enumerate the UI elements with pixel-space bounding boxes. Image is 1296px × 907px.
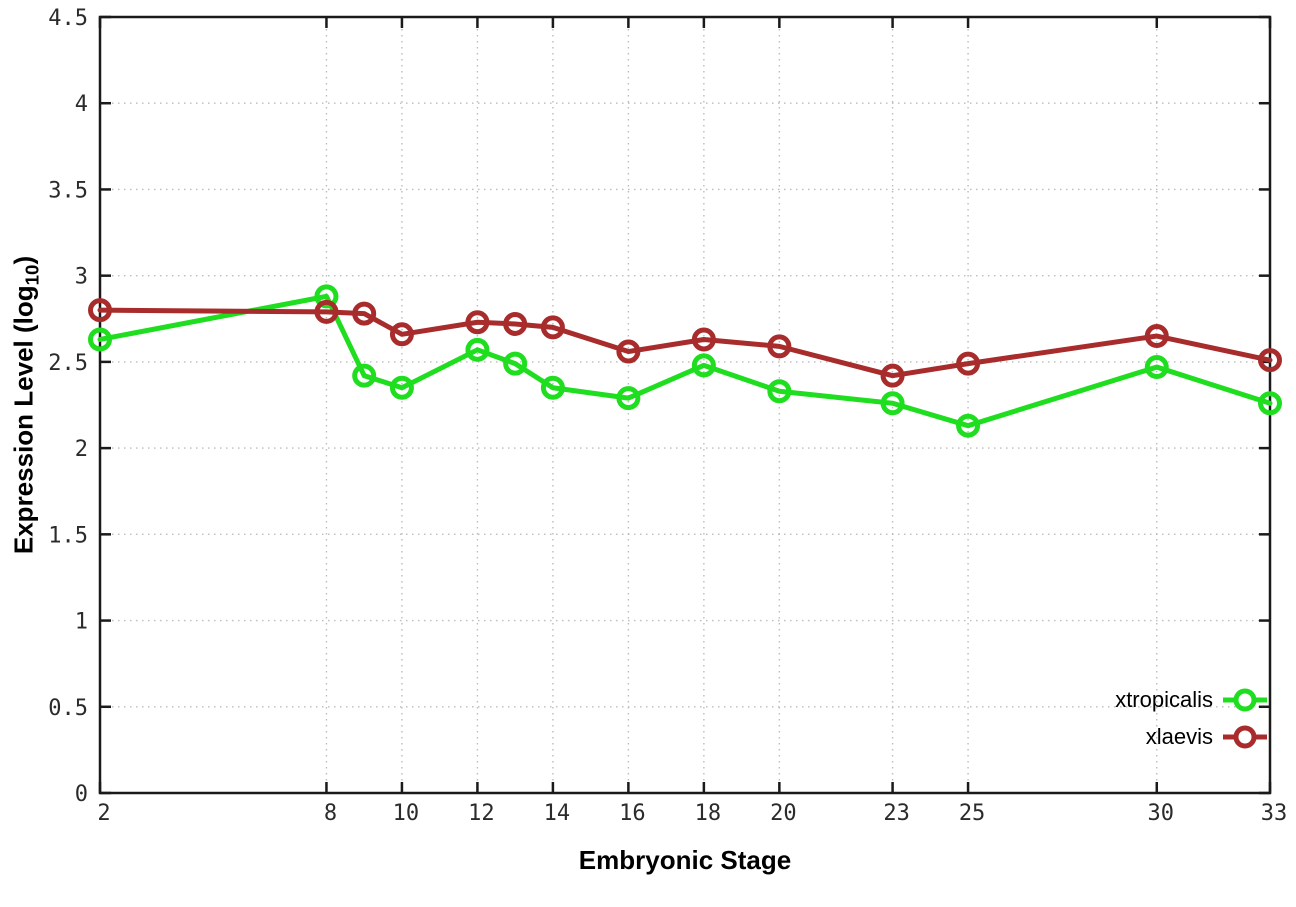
x-tick-label: 30 — [1148, 801, 1175, 826]
data-point-xtropicalis — [389, 375, 414, 400]
data-point-xlaevis — [314, 299, 339, 324]
x-tick-label: 2 — [97, 801, 110, 826]
series-line-xtropicalis — [97, 293, 1273, 429]
legend-entry-xtropicalis: xtropicalis — [1115, 681, 1268, 718]
data-point-xtropicalis — [503, 351, 528, 376]
x-tick-label: 8 — [324, 801, 337, 826]
plot-border — [98, 15, 1272, 795]
legend: xtropicalis xlaevis — [1115, 681, 1268, 755]
data-point-xtropicalis — [352, 363, 377, 388]
x-tick-label: 33 — [1261, 801, 1288, 826]
data-point-xtropicalis — [616, 386, 641, 411]
y-tick-label: 1.5 — [48, 523, 88, 548]
data-point-xlaevis — [616, 339, 641, 364]
x-axis-title: Embryonic Stage — [578, 845, 792, 875]
x-tick-label: 23 — [883, 801, 910, 826]
y-tick-label: 0.5 — [48, 696, 88, 721]
x-tick-label: 16 — [619, 801, 646, 826]
data-point-xtropicalis — [465, 337, 490, 362]
x-tick-label: 14 — [544, 801, 571, 826]
x-tick-label: 25 — [959, 801, 986, 826]
y-tick-label: 3 — [75, 265, 88, 290]
data-point-xtropicalis — [880, 391, 905, 416]
data-point-xlaevis — [691, 327, 716, 352]
y-tick-label: 0 — [75, 782, 88, 807]
data-point-xtropicalis — [1258, 391, 1282, 416]
x-tick-label: 12 — [468, 801, 495, 826]
legend-marker-xtropicalis — [1223, 688, 1267, 711]
series-line-xlaevis — [97, 307, 1273, 379]
data-point-xtropicalis — [767, 379, 792, 404]
data-point-xlaevis — [767, 334, 792, 359]
x-tick-label: 18 — [695, 801, 722, 826]
data-point-xtropicalis — [956, 413, 981, 438]
y-tick-label: 2.5 — [48, 351, 88, 376]
y-tick-label: 3.5 — [48, 178, 88, 203]
y-axis-title-subscript: 10 — [21, 264, 43, 286]
y-axis-title-text: Expression Level (log — [8, 285, 39, 555]
data-point-xlaevis — [503, 311, 528, 336]
y-tick-label: 4.5 — [48, 6, 88, 31]
x-tick-label: 20 — [770, 801, 797, 826]
y-tick-label: 1 — [75, 610, 88, 635]
y-axis-title-suffix: ) — [8, 255, 39, 265]
data-point-xlaevis — [465, 310, 490, 335]
legend-label-xlaevis: xlaevis — [1145, 723, 1213, 749]
data-point-xlaevis — [88, 298, 112, 323]
data-point-xtropicalis — [314, 284, 339, 309]
data-point-xlaevis — [880, 363, 905, 388]
data-point-xlaevis — [540, 315, 565, 340]
y-axis-title: Expression Level (log10) — [8, 255, 43, 555]
data-point-xtropicalis — [540, 375, 565, 400]
data-point-xlaevis — [1144, 324, 1169, 349]
data-point-xtropicalis — [1144, 355, 1169, 380]
y-tick-label: 4 — [75, 92, 88, 117]
legend-entry-xlaevis: xlaevis — [1115, 718, 1268, 755]
data-point-xlaevis — [352, 301, 377, 326]
data-point-xlaevis — [1258, 348, 1282, 373]
legend-marker-xlaevis — [1223, 725, 1267, 748]
data-point-xlaevis — [389, 322, 414, 347]
y-tick-label: 2 — [75, 437, 88, 462]
legend-label-xtropicalis: xtropicalis — [1115, 686, 1213, 712]
x-tick-label: 10 — [393, 801, 420, 826]
data-point-xtropicalis — [691, 353, 716, 378]
data-point-xtropicalis — [88, 327, 112, 352]
data-point-xlaevis — [956, 351, 981, 376]
